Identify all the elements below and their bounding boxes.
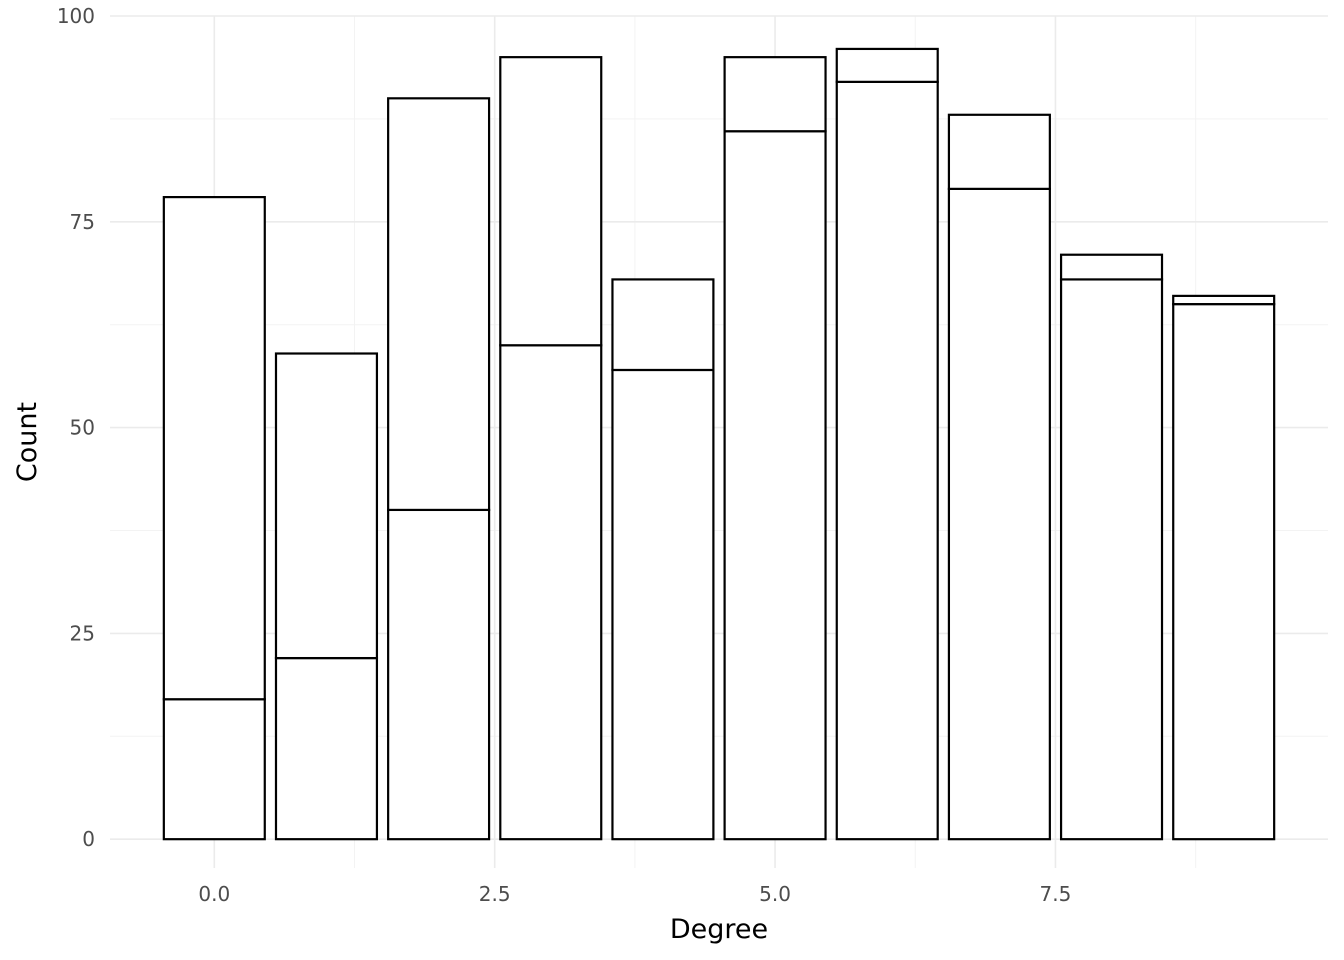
bar-segment-3-0 [499, 344, 603, 841]
bar-segment-8-0 [1059, 278, 1164, 841]
y-tick-label: 25 [70, 621, 95, 645]
bar-segment-6-0 [835, 80, 939, 841]
bar-segment-2-0 [387, 508, 491, 841]
x-tick-label: 2.5 [479, 882, 511, 906]
bar-segment-7-1 [947, 113, 1051, 190]
x-tick-label: 0.0 [198, 882, 230, 906]
x-tick-label: 7.5 [1040, 882, 1072, 906]
bar-segment-0-1 [162, 196, 266, 701]
x-tick-label: 5.0 [759, 882, 791, 906]
bars-layer [162, 47, 1276, 841]
bar-segment-5-0 [723, 130, 827, 841]
bar-segment-5-1 [723, 56, 827, 133]
bar-segment-1-0 [274, 656, 379, 841]
bar-segment-4-0 [611, 368, 715, 841]
bar-segment-2-1 [387, 97, 491, 512]
bar-segment-4-1 [611, 278, 715, 372]
y-tick-label: 75 [70, 210, 95, 234]
bar-segment-0-0 [162, 698, 266, 841]
y-tick-labels: 0 25 50 75 100 [57, 4, 95, 851]
y-tick-label: 100 [57, 4, 95, 28]
y-tick-label: 0 [82, 827, 95, 851]
bar-segment-8-1 [1059, 253, 1164, 281]
bar-segment-6-1 [835, 47, 939, 83]
bar-segment-1-1 [274, 352, 379, 660]
bar-segment-7-0 [947, 187, 1051, 841]
bar-segment-3-1 [499, 56, 603, 347]
bar-segment-9-1 [1172, 294, 1276, 306]
x-axis-title: Degree [670, 914, 768, 945]
bar-segment-9-0 [1172, 303, 1276, 841]
y-axis-title: Count [12, 402, 43, 482]
x-tick-labels: 0.0 2.5 5.0 7.5 [198, 882, 1071, 906]
y-tick-label: 50 [70, 416, 95, 440]
